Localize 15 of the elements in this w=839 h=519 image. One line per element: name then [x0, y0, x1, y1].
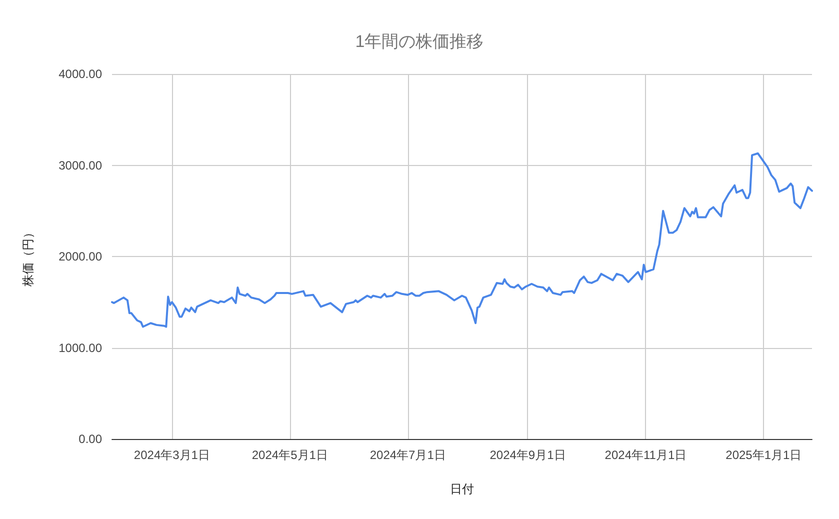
y-tick-label: 1000.00 — [58, 340, 102, 355]
y-axis-title: 株価（円） — [21, 226, 35, 288]
y-tick-label: 3000.00 — [58, 158, 102, 172]
y-tick-label: 2000.00 — [58, 250, 102, 264]
x-tick-label: 2024年9月1日 — [490, 448, 566, 462]
line-series — [111, 152, 813, 328]
x-tick-label: 2024年11月1日 — [604, 448, 687, 462]
x-tick-label: 2024年3月1日 — [134, 448, 210, 462]
y-tick-label: 0.00 — [78, 432, 102, 446]
x-axis-title: 日付 — [450, 482, 474, 496]
chart-title: 1年間の株価推移 — [355, 32, 484, 51]
x-tick-label: 2024年5月1日 — [252, 448, 328, 462]
x-tick-label: 2025年1月1日 — [726, 448, 802, 462]
y-tick-label: 4000.00 — [58, 67, 102, 81]
x-tick-label: 2024年7月1日 — [370, 448, 446, 462]
